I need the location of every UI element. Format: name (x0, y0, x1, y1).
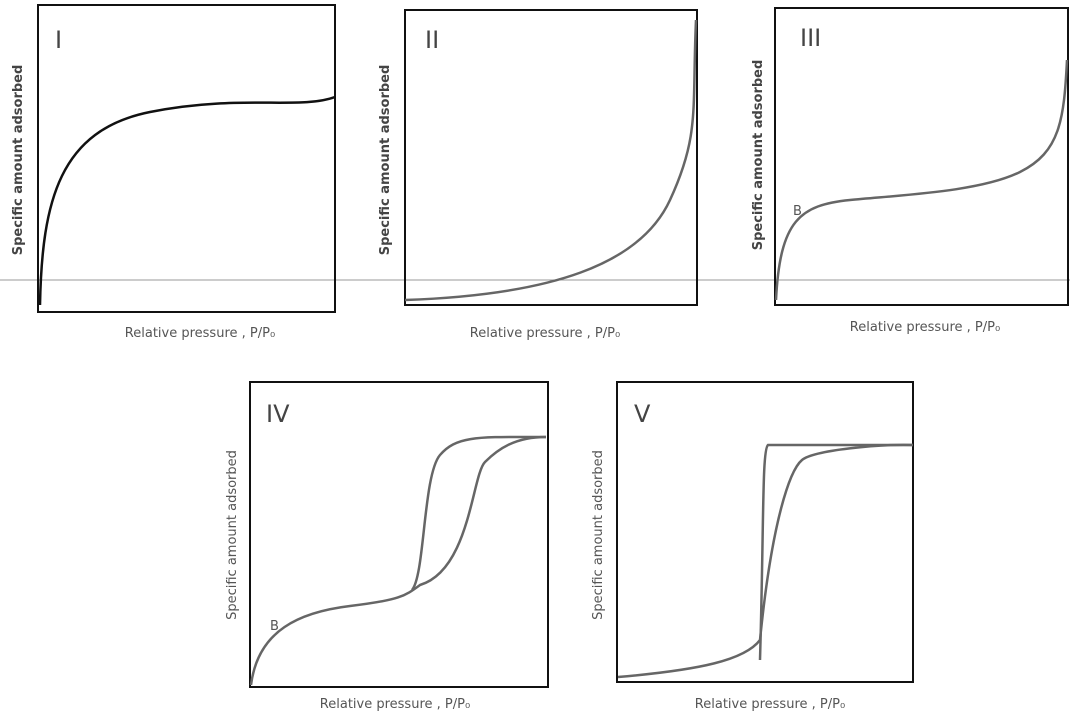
x-label: Relative pressure , P/P₀ (320, 697, 470, 712)
isotherm-curve (774, 59, 1069, 301)
y-label: Specific amount adsorbed (591, 450, 606, 620)
x-label: Relative pressure , P/P₀ (695, 697, 845, 712)
isotherm-curve (38, 95, 336, 306)
panel: V Specific amount adsorbed Relative pres… (591, 381, 914, 712)
panel: III B Specific amount adsorbed Relative … (751, 7, 1069, 335)
isotherm-curve (404, 19, 698, 302)
panel-label: V (634, 400, 651, 428)
y-label: Specific amount adsorbed (11, 65, 26, 256)
frame (37, 4, 336, 313)
panel: I Specific amount adsorbed Relative pres… (11, 4, 336, 341)
panel-label: II (425, 26, 439, 54)
x-label: Relative pressure , P/P₀ (850, 320, 1000, 335)
frame (616, 381, 914, 683)
y-label: Specific amount adsorbed (751, 60, 766, 251)
frame (249, 381, 549, 688)
x-label: Relative pressure , P/P₀ (125, 326, 275, 341)
panel-label: I (55, 26, 62, 54)
panel-label: III (800, 24, 821, 52)
adsorption-branch (617, 443, 914, 679)
panel: IV B Specific amount adsorbed Relative p… (225, 381, 549, 712)
frame (404, 9, 698, 306)
x-label: Relative pressure , P/P₀ (470, 326, 620, 341)
point-label: B (270, 619, 279, 634)
desorption-branch (758, 443, 913, 661)
y-label: Specific amount adsorbed (225, 450, 240, 620)
panel-label: IV (266, 400, 290, 428)
desorption-branch (410, 435, 547, 591)
adsorption-branch (249, 435, 547, 686)
point-label: B (793, 204, 802, 219)
frame (774, 7, 1069, 306)
panel: II Specific amount adsorbed Relative pre… (378, 9, 698, 341)
y-label: Specific amount adsorbed (378, 65, 393, 256)
